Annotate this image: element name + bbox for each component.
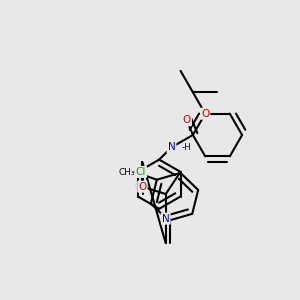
- Text: N: N: [168, 142, 176, 152]
- Text: O: O: [138, 182, 146, 192]
- Text: Cl: Cl: [136, 167, 146, 177]
- Text: O: O: [201, 109, 209, 119]
- Text: -H: -H: [181, 143, 191, 152]
- Text: CH₃: CH₃: [119, 168, 135, 177]
- Text: O: O: [183, 115, 191, 125]
- Text: N: N: [162, 214, 169, 224]
